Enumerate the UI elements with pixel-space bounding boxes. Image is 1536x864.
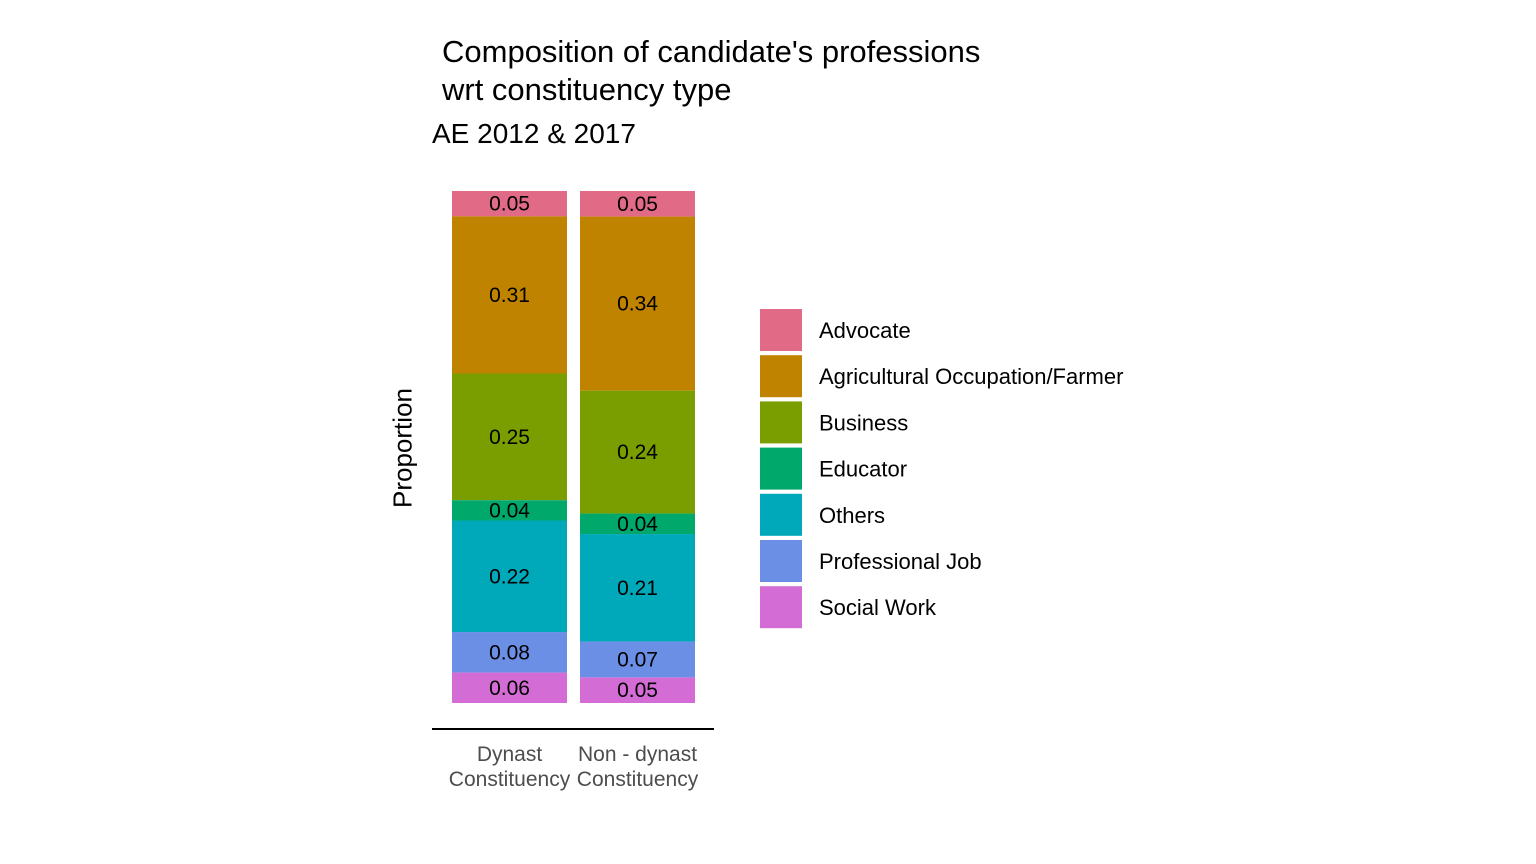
legend-label: Educator: [819, 457, 907, 482]
bar-segment: [580, 191, 695, 217]
chart-title-line-2: wrt constituency type: [442, 72, 732, 107]
bar-segment: [452, 500, 567, 521]
bar-segment: [580, 216, 695, 391]
legend-key: [760, 401, 802, 444]
bar-segment: [452, 373, 567, 501]
legend-key: [760, 586, 802, 629]
data-label: 0.22: [489, 565, 530, 588]
data-label: 0.34: [617, 293, 658, 316]
data-label: 0.08: [489, 641, 530, 664]
bar-segment: [580, 677, 695, 703]
data-label: 0.05: [489, 193, 530, 216]
legend-key: [760, 540, 802, 582]
bars-group: 0.05 0.31 0.25 0.04 0.22 0.08 0.06 0.05 0.34 0.24…: [452, 191, 695, 703]
legend-label: Social Work: [819, 595, 937, 620]
legend-key: [760, 309, 802, 351]
x-tick-label: Constituency: [577, 768, 699, 791]
legend: Advocate Agricultural Occupation/Farmer Bu…: [760, 309, 1123, 629]
legend-key: [760, 493, 802, 536]
legend-label: Agricultural Occupation/Farmer: [819, 364, 1123, 389]
data-label: 0.05: [617, 193, 658, 216]
bar-segment: [452, 216, 567, 374]
bar-segment: [452, 672, 567, 703]
legend-label: Advocate: [819, 318, 911, 343]
bar-segment: [452, 191, 567, 217]
bar-segment: [452, 520, 567, 633]
data-label: 0.04: [617, 513, 658, 536]
x-tick-label: Dynast: [477, 743, 543, 766]
bar-segment: [580, 390, 695, 514]
data-label: 0.25: [489, 426, 530, 449]
x-tick-label: Constituency: [449, 768, 571, 791]
data-label: 0.07: [617, 648, 658, 671]
legend-label: Others: [819, 503, 885, 528]
data-label: 0.06: [489, 677, 530, 700]
data-label: 0.24: [617, 441, 658, 464]
bar-segment: [580, 641, 695, 678]
data-label: 0.21: [617, 577, 658, 600]
data-label: 0.04: [489, 499, 530, 522]
legend-key: [760, 355, 802, 398]
bar-segment: [452, 632, 567, 673]
bar-segment: [580, 513, 695, 535]
legend-key: [760, 447, 802, 490]
data-label: 0.31: [489, 284, 530, 307]
x-tick-label: Non - dynast: [578, 743, 697, 766]
chart-title-line-1: Composition of candidate's professions: [442, 34, 981, 69]
bar-segment: [580, 534, 695, 642]
chart-subtitle: AE 2012 & 2017: [432, 118, 636, 149]
legend-label: Business: [819, 410, 908, 435]
legend-label: Professional Job: [819, 549, 982, 574]
data-label: 0.05: [617, 679, 658, 702]
